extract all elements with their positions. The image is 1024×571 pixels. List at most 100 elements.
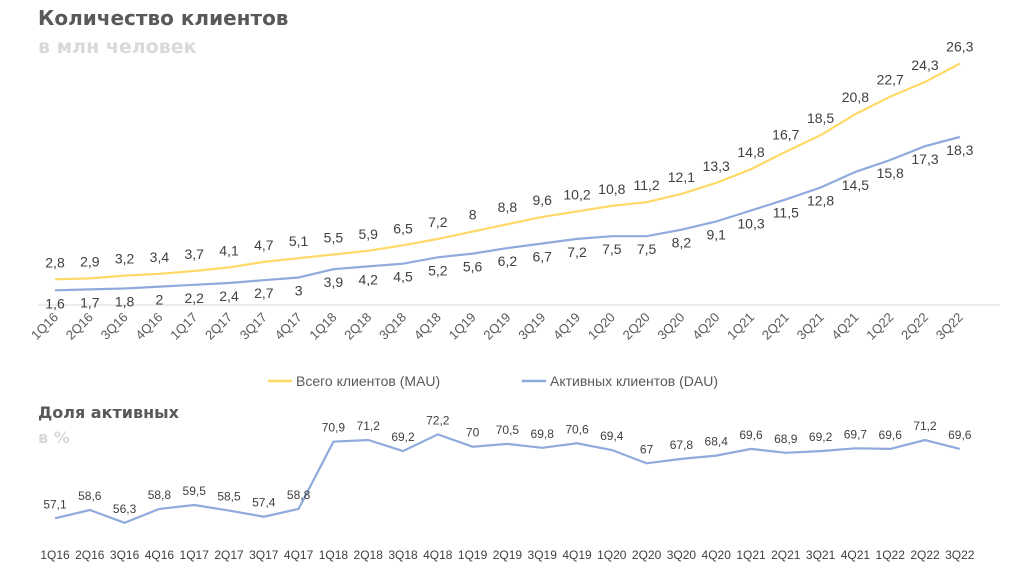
chart2-label-12: 70 — [466, 426, 480, 440]
chart1-series-1-label-1: 1,7 — [80, 294, 100, 310]
chart1-series-0-label-17: 11,2 — [633, 177, 659, 193]
chart1-tick-25: 2Q22 — [898, 310, 931, 343]
chart1-series-1-label-21: 11,5 — [773, 204, 799, 220]
chart1-series-1-label-24: 15,8 — [877, 165, 904, 181]
chart2-tick-21: 2Q21 — [771, 548, 801, 562]
chart2-tick-5: 2Q17 — [214, 548, 244, 562]
chart1-legend-label-0: Всего клиентов (MAU) — [296, 373, 440, 389]
chart1-series-1-label-7: 3 — [295, 282, 303, 298]
chart2-tick-16: 1Q20 — [597, 548, 627, 562]
chart2-label-9: 71,2 — [357, 419, 381, 433]
chart1-series-1-label-18: 8,2 — [672, 235, 692, 251]
chart1-series-0-label-24: 22,7 — [877, 72, 904, 88]
chart1-tick-17: 2Q20 — [620, 310, 653, 343]
chart1-tick-3: 4Q16 — [132, 310, 165, 343]
chart2-tick-4: 1Q17 — [180, 548, 210, 562]
chart2-label-21: 68,9 — [774, 432, 798, 446]
chart1-tick-12: 1Q19 — [446, 310, 479, 343]
chart1-tick-1: 2Q16 — [63, 310, 96, 343]
chart2-tick-10: 3Q18 — [388, 548, 418, 562]
chart1-series-1-label-8: 3,9 — [324, 274, 344, 290]
chart1-series-1-label-12: 5,6 — [463, 259, 483, 275]
chart1-series-1-label-15: 7,2 — [567, 244, 587, 260]
chart2-tick-25: 2Q22 — [910, 548, 940, 562]
chart1-tick-26: 3Q22 — [933, 310, 966, 343]
chart1-series-0-label-12: 8 — [469, 207, 477, 223]
chart2-label-0: 57,1 — [43, 497, 67, 511]
chart2-label-10: 69,2 — [391, 430, 415, 444]
chart1-tick-24: 1Q22 — [863, 310, 896, 343]
chart2-label-15: 70,6 — [565, 422, 589, 436]
chart2-tick-7: 4Q17 — [284, 548, 314, 562]
chart1-subtitle: в млн человек — [38, 36, 197, 58]
chart1-tick-19: 4Q20 — [689, 310, 722, 343]
chart1-series-0-label-16: 10,8 — [598, 181, 625, 197]
chart1-series-0-label-19: 13,3 — [703, 158, 730, 174]
chart2-label-1: 58,6 — [78, 489, 102, 503]
chart1-tick-20: 1Q21 — [724, 310, 757, 343]
chart2-label-4: 59,5 — [183, 484, 207, 498]
chart1-series-0-label-10: 6,5 — [393, 220, 413, 236]
chart2-label-8: 70,9 — [322, 421, 346, 435]
chart1-legend-label-1: Активных клиентов (DAU) — [550, 373, 718, 389]
chart1-tick-16: 1Q20 — [585, 310, 618, 343]
chart2-label-17: 67 — [640, 442, 654, 456]
chart1-series-1-label-2: 1,8 — [115, 293, 135, 309]
chart1-tick-5: 2Q17 — [202, 310, 235, 343]
chart2-tick-8: 1Q18 — [319, 548, 349, 562]
chart2-label-16: 69,4 — [600, 429, 624, 443]
chart1-series-1-label-5: 2,4 — [219, 288, 239, 304]
chart1-tick-18: 3Q20 — [654, 310, 687, 343]
chart2-label-3: 58,8 — [148, 488, 172, 502]
chart2-tick-22: 3Q21 — [806, 548, 836, 562]
chart1-series-0-label-0: 2,8 — [45, 254, 65, 270]
chart1-series-1-label-11: 5,2 — [428, 262, 448, 278]
chart1-series-0-label-9: 5,9 — [358, 226, 378, 242]
chart1-series-0-label-20: 14,8 — [737, 144, 764, 160]
chart2-subtitle: в % — [38, 428, 70, 447]
chart2-tick-9: 2Q18 — [354, 548, 384, 562]
chart1-tick-22: 3Q21 — [794, 310, 827, 343]
chart1-series-1-label-9: 4,2 — [358, 271, 378, 287]
chart1-series-1-label-6: 2,7 — [254, 285, 274, 301]
chart1-series-0-label-11: 7,2 — [428, 214, 448, 230]
chart2-tick-24: 1Q22 — [876, 548, 906, 562]
chart2-label-23: 69,7 — [844, 427, 868, 441]
chart1-tick-10: 3Q18 — [376, 310, 409, 343]
chart1-series-0-label-13: 8,8 — [498, 199, 518, 215]
chart2-tick-14: 3Q19 — [528, 548, 558, 562]
chart1-series-1-label-14: 6,7 — [532, 249, 552, 265]
chart1-series-0-label-18: 12,1 — [668, 169, 695, 185]
chart1-series-0-label-1: 2,9 — [80, 253, 100, 269]
chart2-tick-20: 1Q21 — [736, 548, 766, 562]
chart1-series-0-label-2: 3,2 — [115, 251, 135, 267]
chart2-label-19: 68,4 — [705, 435, 729, 449]
chart2-label-22: 69,2 — [809, 430, 833, 444]
chart1-tick-15: 4Q19 — [550, 310, 583, 343]
chart1-series-0-label-23: 20,8 — [842, 89, 869, 105]
chart1-tick-23: 4Q21 — [828, 310, 861, 343]
chart2-tick-26: 3Q22 — [945, 548, 975, 562]
chart1-series-0-label-7: 5,1 — [289, 233, 309, 249]
chart1-series-0-label-5: 4,1 — [219, 242, 239, 258]
chart2-label-7: 58,8 — [287, 488, 311, 502]
chart2-tick-23: 4Q21 — [841, 548, 871, 562]
chart2-tick-17: 2Q20 — [632, 548, 662, 562]
chart2-tick-12: 1Q19 — [458, 548, 488, 562]
chart2-label-11: 72,2 — [426, 413, 450, 427]
chart2-tick-0: 1Q16 — [40, 548, 70, 562]
chart1-tick-7: 4Q17 — [272, 310, 305, 343]
chart1-tick-21: 2Q21 — [759, 310, 792, 343]
chart1-title: Количество клиентов — [38, 6, 289, 30]
chart2-series-0-line — [54, 433, 961, 524]
chart2-tick-1: 2Q16 — [75, 548, 105, 562]
chart1-series-1-label-19: 9,1 — [706, 226, 726, 242]
chart2-tick-18: 3Q20 — [667, 548, 697, 562]
chart1-series-1-label-26: 18,3 — [946, 142, 973, 158]
chart2-label-20: 69,6 — [739, 428, 763, 442]
chart1-series-0-line — [54, 62, 961, 281]
chart2-label-6: 57,4 — [252, 496, 276, 510]
chart2-tick-2: 3Q16 — [110, 548, 140, 562]
chart1-tick-13: 2Q19 — [480, 310, 513, 343]
